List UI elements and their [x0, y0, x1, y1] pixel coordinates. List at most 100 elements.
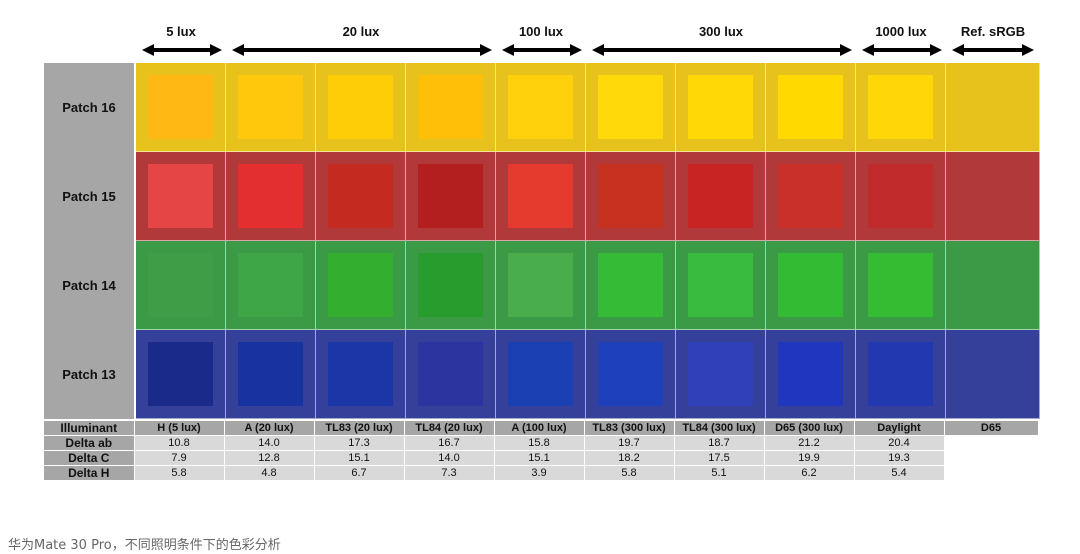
patch-cell [496, 63, 586, 152]
patch-row-label: Patch 13 [44, 330, 134, 420]
color-swatch [868, 342, 933, 406]
patch-row-label: Patch 14 [44, 241, 134, 331]
patch-cell [676, 241, 766, 330]
lux-label-1000: 1000 lux [875, 24, 927, 39]
table-cell: 5.4 [854, 465, 945, 481]
table-cell: 3.9 [494, 465, 585, 481]
patch-cell [946, 330, 1040, 419]
color-swatch [238, 164, 303, 228]
delta-table: Illuminant H (5 lux) A (20 lux) TL83 (20 lu… [44, 421, 1039, 481]
color-swatch [418, 342, 483, 406]
color-swatch [778, 164, 843, 228]
color-swatch [868, 75, 933, 139]
patch-row-label: Patch 15 [44, 152, 134, 242]
lux-label-20: 20 lux [342, 24, 380, 39]
color-swatch [328, 75, 393, 139]
table-row: Delta C 7.9 12.8 15.1 14.0 15.1 18.2 17.5 19.9 19… [44, 450, 1039, 466]
color-swatch [238, 75, 303, 139]
color-swatch [328, 253, 393, 317]
patch-cell [586, 241, 676, 330]
table-cell: 19.3 [854, 450, 945, 466]
patch-cell [586, 63, 676, 152]
patch-cell [676, 152, 766, 241]
color-swatch [688, 164, 753, 228]
table-cell: TL83 (20 lux) [314, 421, 405, 436]
table-cell: 19.9 [764, 450, 855, 466]
color-swatch [598, 164, 663, 228]
table-cell: 5.8 [584, 465, 675, 481]
table-cell: 12.8 [224, 450, 315, 466]
color-swatch [688, 253, 753, 317]
table-cell: 21.2 [764, 435, 855, 451]
arrow-ref-srgb [952, 44, 1034, 56]
patch-cell [496, 330, 586, 419]
patch-cell [856, 330, 946, 419]
table-row-header: Delta H [44, 465, 135, 481]
arrow-100-lux [502, 44, 582, 56]
lux-label-5: 5 lux [166, 24, 196, 39]
table-cell: 14.0 [404, 450, 495, 466]
color-swatch [508, 342, 573, 406]
table-cell: 15.1 [494, 450, 585, 466]
table-cell: 5.1 [674, 465, 765, 481]
table-cell: 6.2 [764, 465, 855, 481]
color-swatch [148, 342, 213, 406]
table-row-header: Delta C [44, 450, 135, 466]
table-cell: TL83 (300 lux) [584, 421, 675, 436]
patch-cell [496, 152, 586, 241]
patch-cell [226, 152, 316, 241]
table-cell: 7.3 [404, 465, 495, 481]
table-row: Delta H 5.8 4.8 6.7 7.3 3.9 5.8 5.1 6.2 5.4 [44, 465, 1039, 481]
color-swatch [688, 342, 753, 406]
table-row: Illuminant H (5 lux) A (20 lux) TL83 (20 lu… [44, 421, 1039, 436]
color-swatch [508, 75, 573, 139]
table-cell: 16.7 [404, 435, 495, 451]
patch-row-label: Patch 16 [44, 63, 134, 153]
arrow-300-lux [592, 44, 852, 56]
table-cell: D65 (300 lux) [764, 421, 855, 436]
table-cell: 15.1 [314, 450, 405, 466]
color-swatch [238, 342, 303, 406]
patch-cell [136, 330, 226, 419]
table-cell: TL84 (300 lux) [674, 421, 765, 436]
patch-cell [766, 241, 856, 330]
table-cell: 15.8 [494, 435, 585, 451]
color-swatch [508, 164, 573, 228]
table-cell: 4.8 [224, 465, 315, 481]
patch-cell [226, 330, 316, 419]
color-swatch [598, 342, 663, 406]
patch-cell [406, 241, 496, 330]
patch-cell [406, 152, 496, 241]
color-swatch [598, 253, 663, 317]
table-cell [944, 465, 1039, 481]
table-cell: 18.7 [674, 435, 765, 451]
color-swatch [868, 253, 933, 317]
color-swatch [778, 253, 843, 317]
arrow-5-lux [142, 44, 222, 56]
table-cell: A (100 lux) [494, 421, 585, 436]
table-cell: 5.8 [134, 465, 225, 481]
patch-cell [316, 330, 406, 419]
patch-cell [226, 241, 316, 330]
patch-cell [766, 152, 856, 241]
color-swatch [328, 342, 393, 406]
patch-cell [676, 63, 766, 152]
lux-label-300: 300 lux [698, 24, 744, 39]
table-row-header: Delta ab [44, 435, 135, 451]
patch-cell [316, 241, 406, 330]
arrow-20-lux [232, 44, 492, 56]
patch-cell [946, 152, 1040, 241]
color-swatch [418, 164, 483, 228]
patch-cell [766, 330, 856, 419]
table-cell: A (20 lux) [224, 421, 315, 436]
patch-cell [406, 330, 496, 419]
color-swatch [868, 164, 933, 228]
patch-cell [226, 63, 316, 152]
table-row-header: Illuminant [44, 421, 135, 436]
patch-cell [856, 241, 946, 330]
patch-cell [496, 241, 586, 330]
table-cell: 17.5 [674, 450, 765, 466]
table-cell: TL84 (20 lux) [404, 421, 495, 436]
patch-cell [946, 241, 1040, 330]
patch-cell [856, 63, 946, 152]
